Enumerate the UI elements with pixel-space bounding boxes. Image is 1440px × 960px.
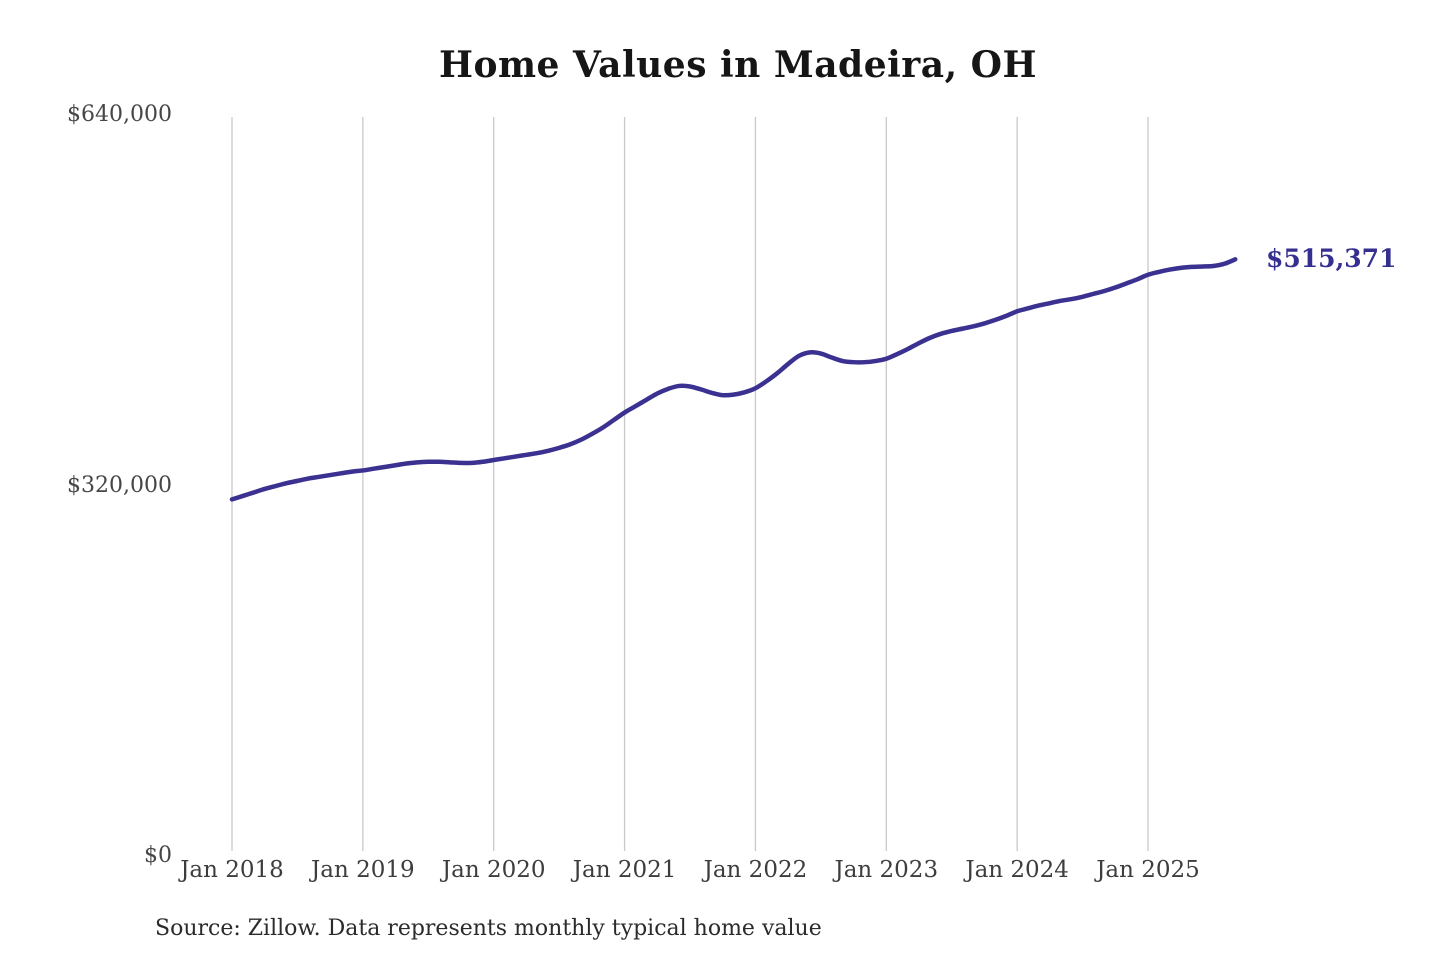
x-axis-tick-label: Jan 2022 [703,857,808,883]
x-axis-tick-label: Jan 2024 [965,857,1069,883]
x-axis-tick-label: Jan 2020 [441,857,546,883]
x-axis-tick-label: Jan 2025 [1096,857,1200,883]
x-axis-tick-label: Jan 2018 [180,857,284,883]
y-axis-tick-label: $0 [144,843,172,868]
x-axis-tick-label: Jan 2021 [572,857,677,883]
x-axis-tick-label: Jan 2019 [311,857,415,883]
vertical-gridlines [231,117,1149,851]
source-note: Source: Zillow. Data represents monthly … [155,916,822,941]
latest-value-label: $515,371 [1266,244,1397,274]
x-axis-tick-label: Jan 2023 [834,857,939,883]
y-axis-tick-label: $640,000 [67,102,172,127]
chart-title: Home Values in Madeira, OH [438,44,1038,86]
y-axis-tick-label: $320,000 [67,472,172,498]
home-value-line [229,257,1238,502]
